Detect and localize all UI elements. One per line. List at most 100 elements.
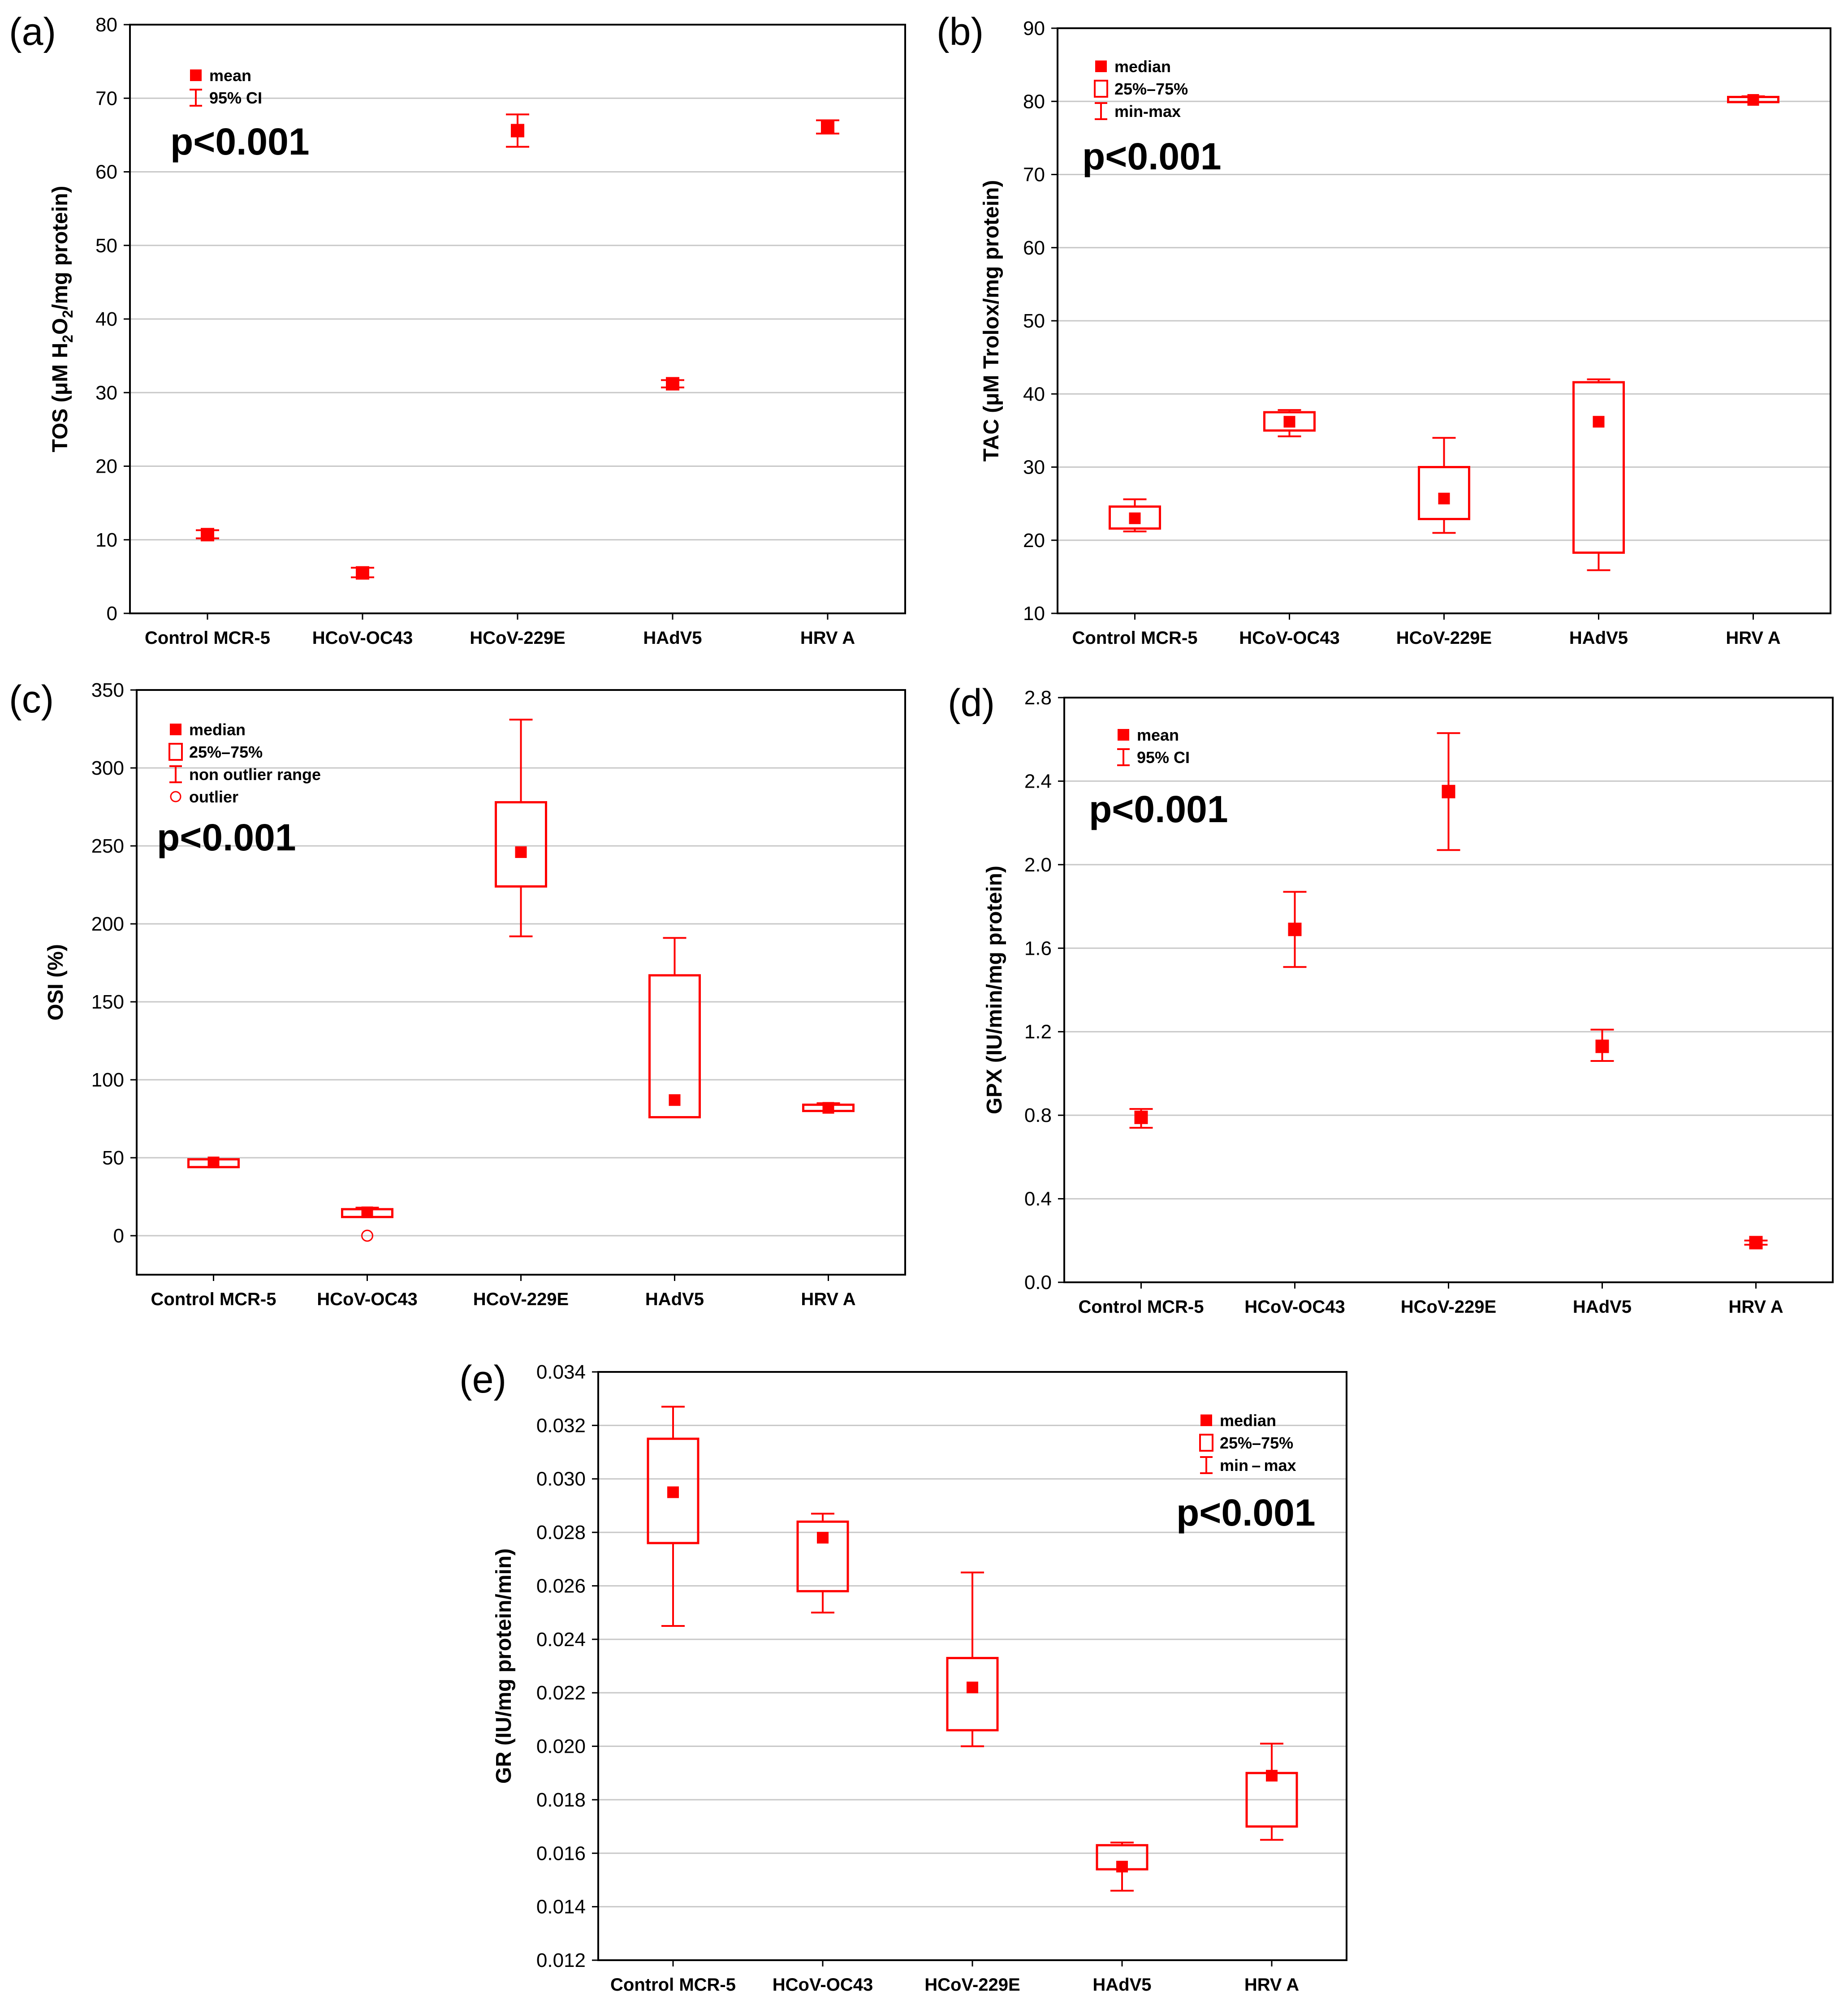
legend-whisker [169, 765, 182, 783]
iqr-box [1418, 466, 1470, 520]
mean-marker [1442, 785, 1455, 798]
x-tick-label: HCoV-OC43 [312, 628, 413, 648]
x-tick-label: HRV A [801, 1289, 855, 1309]
median-marker [1438, 492, 1450, 504]
legend-marker [1200, 1414, 1212, 1426]
x-tick-label: HAdV5 [643, 628, 702, 648]
x-tick-label: HCoV-OC43 [317, 1289, 418, 1309]
x-tick-label: HCoV-229E [924, 1975, 1020, 1995]
data-point-3 [1572, 378, 1625, 571]
data-point-3 [648, 937, 701, 1119]
iqr-box [796, 1520, 849, 1592]
p-value: p<0.001 [1089, 788, 1228, 830]
data-point-4 [1245, 1742, 1298, 1841]
panel-label: (e) [459, 1358, 506, 1401]
legend-whisker [1117, 748, 1130, 766]
y-tick-label: 300 [91, 757, 124, 779]
legend-label: mean [1137, 726, 1179, 744]
y-tick-label: 1.6 [1024, 937, 1052, 959]
data-point-0 [1109, 498, 1161, 533]
legend: mean 95% CI [1117, 726, 1190, 767]
y-axis-label-part: O [48, 318, 72, 335]
x-tick-label: HCoV-OC43 [773, 1975, 873, 1995]
legend-label: median [1114, 57, 1171, 76]
y-tick-label: 30 [1023, 457, 1045, 479]
data-point-0 [647, 1406, 699, 1627]
mean-marker [1749, 1236, 1763, 1250]
mean-marker [666, 377, 679, 391]
y-tick-label: 2.8 [1024, 687, 1052, 709]
median-marker [1283, 416, 1295, 428]
median-marker [515, 846, 527, 858]
y-axis-label-part: TAC ( [980, 406, 1003, 461]
y-tick-label: 0.022 [536, 1682, 586, 1704]
legend-label: 95% CI [209, 89, 262, 107]
legend-box [1199, 1434, 1213, 1452]
y-tick-label: 20 [95, 456, 117, 478]
x-tick-label: HCoV-229E [1401, 1297, 1496, 1317]
median-marker [207, 1156, 220, 1169]
y-tick-label: 0.034 [536, 1361, 586, 1383]
legend-marker [170, 724, 181, 735]
legend-whisker [190, 89, 202, 107]
y-tick-label: 10 [1023, 603, 1045, 625]
y-axis-label-part: OSI (%) [44, 944, 68, 1021]
y-tick-label: 2.0 [1024, 854, 1052, 876]
y-tick-label: 0.028 [536, 1522, 586, 1544]
y-axis-label: GR (IU/mg protein/min) [492, 1548, 516, 1784]
p-value: p<0.001 [1082, 135, 1222, 177]
median-marker [361, 1206, 373, 1218]
y-axis-label-part: M Trolox/mg protein) [980, 180, 1003, 393]
outlier-marker [361, 1229, 373, 1242]
x-tick-label: HRV A [1728, 1297, 1783, 1317]
y-tick-label: 0.012 [536, 1949, 586, 1971]
data-point-0 [1129, 1108, 1153, 1129]
y-axis-label: TAC (μM Trolox/mg protein) [980, 180, 1003, 461]
panel-label: (a) [9, 10, 56, 53]
iqr-box [495, 801, 547, 888]
legend-label: 25%–75% [1114, 80, 1188, 98]
panel-label: (d) [948, 681, 995, 724]
legend: median 25%–75% min-max [1094, 57, 1188, 121]
p-value: p<0.001 [1176, 1492, 1316, 1534]
x-tick-label: Control MCR-5 [1079, 1297, 1204, 1317]
legend-label: min-max [1114, 102, 1181, 121]
y-axis-label-part: TOS ( [48, 395, 72, 452]
iqr-box [647, 1437, 699, 1544]
legend-marker [1118, 729, 1129, 741]
mean-marker [1595, 1039, 1609, 1053]
data-point-4 [1744, 1236, 1768, 1250]
y-tick-label: 0.032 [536, 1414, 586, 1436]
chart-panel-b: (b) 10 20 30 40 50 60 70 80 90 Control MCR-5 HCoV-O… [937, 10, 1831, 648]
x-tick-label: Control MCR-5 [151, 1289, 276, 1309]
y-tick-label: 0.4 [1024, 1188, 1052, 1210]
y-tick-label: 60 [95, 161, 117, 183]
y-tick-label: 100 [91, 1069, 124, 1091]
y-tick-label: 30 [95, 382, 117, 404]
data-point-2 [1437, 732, 1460, 851]
p-value: p<0.001 [157, 816, 296, 858]
y-axis-label-part: 2 [60, 310, 76, 318]
median-marker [1129, 512, 1141, 524]
legend-label: 25%–75% [189, 743, 263, 761]
legend-label: 25%–75% [1220, 1434, 1293, 1452]
mean-marker [821, 120, 834, 134]
legend-label: outlier [189, 788, 238, 806]
legend-whisker [1200, 1456, 1213, 1474]
median-marker [1593, 416, 1605, 428]
x-tick-label: HAdV5 [645, 1289, 704, 1309]
y-tick-label: 0.016 [536, 1842, 586, 1864]
x-tick-label: HCoV-229E [470, 628, 565, 648]
x-tick-label: HRV A [800, 628, 855, 648]
y-axis-label-part: GPX (IU/min/mg protein) [983, 866, 1006, 1114]
iqr-box [1263, 411, 1316, 432]
y-tick-label: 150 [91, 991, 124, 1013]
legend: median 25%–75% non outlier range outlier [168, 720, 321, 806]
y-tick-label: 0.014 [536, 1896, 586, 1918]
y-tick-label: 2.4 [1024, 770, 1052, 792]
y-tick-label: 0 [107, 603, 117, 625]
x-tick-label: Control MCR-5 [145, 628, 270, 648]
data-point-3 [1096, 1841, 1149, 1892]
legend-whisker [1095, 102, 1107, 120]
mean-marker [511, 124, 524, 138]
